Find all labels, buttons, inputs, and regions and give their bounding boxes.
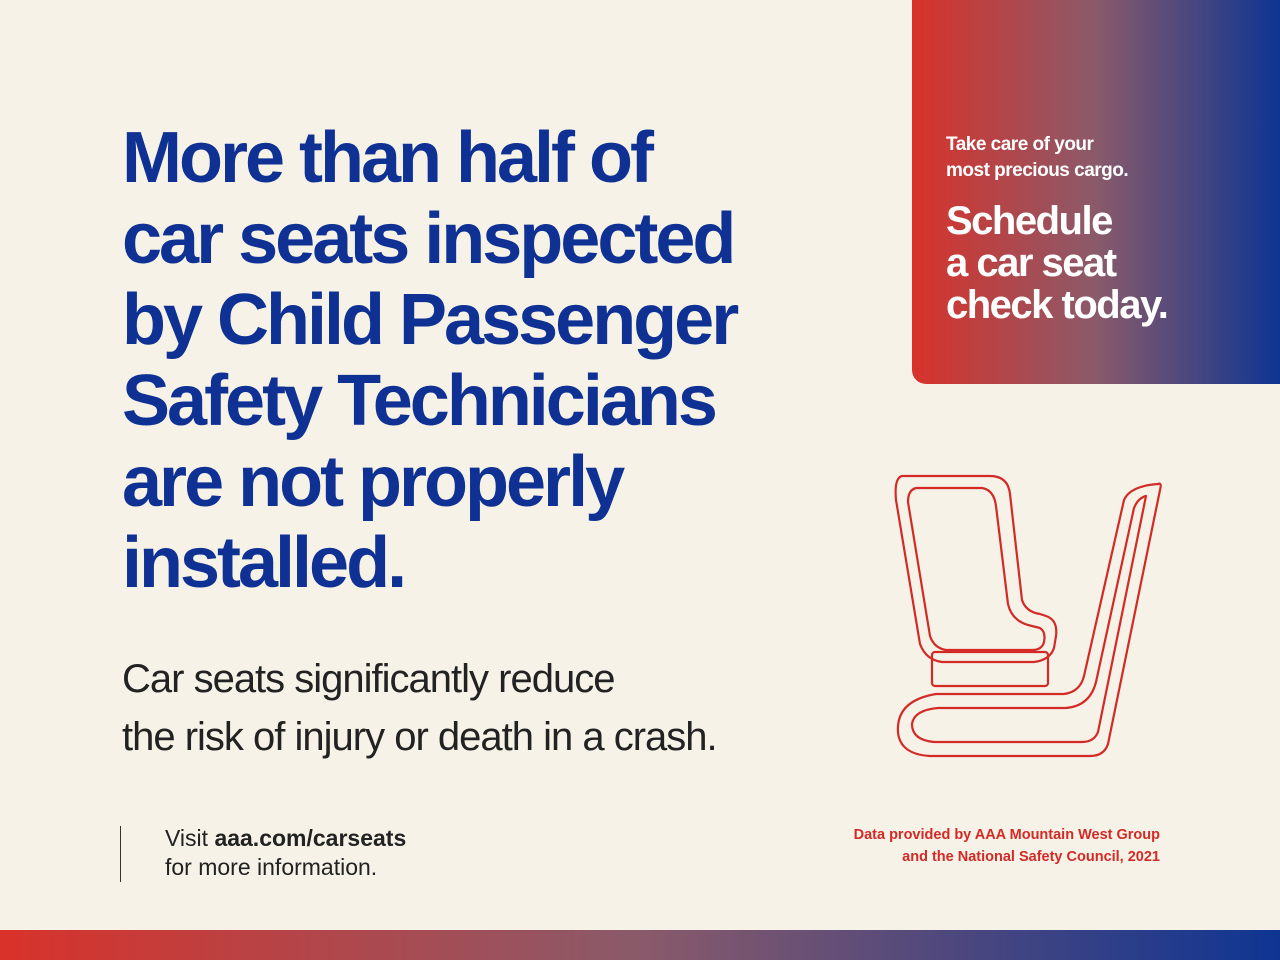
- visit-suffix: for more information.: [165, 854, 378, 880]
- footer-divider: [120, 826, 121, 882]
- visit-url-link[interactable]: aaa.com/carseats: [214, 825, 407, 851]
- seat-shell-outer: [896, 482, 1162, 758]
- visit-prefix: Visit: [165, 825, 215, 851]
- cta-tagline-line: most precious cargo.: [946, 160, 1129, 181]
- headline-line: installed.: [122, 523, 407, 603]
- cta-headline-line: a car seat: [946, 241, 1117, 285]
- headline-line: More than half of: [122, 118, 654, 198]
- headline-line: are not properly: [122, 442, 625, 522]
- seat-backrest-outer: [894, 474, 1058, 664]
- car-seat-icon: [894, 474, 1162, 758]
- subtext: Car seats significantly reduce the risk …: [122, 650, 822, 766]
- cta-headline-line: Schedule: [946, 199, 1113, 243]
- cta-headline: Schedule a car seat check today.: [946, 199, 1169, 327]
- headline: More than half of car seats inspected by…: [122, 118, 902, 604]
- visit-info: Visit aaa.com/carseats for more informat…: [165, 824, 406, 882]
- seat-backrest-inner: [906, 486, 1046, 652]
- cta-tagline: Take care of your most precious cargo.: [946, 132, 1129, 184]
- subtext-line: the risk of injury or death in a crash.: [122, 715, 718, 759]
- data-source: Data provided by AAA Mountain West Group…: [854, 824, 1160, 868]
- subtext-line: Car seats significantly reduce: [122, 657, 615, 701]
- cta-tagline-line: Take care of your: [946, 134, 1094, 155]
- data-source-line: Data provided by AAA Mountain West Group: [853, 827, 1160, 843]
- cta-headline-line: check today.: [946, 283, 1169, 327]
- seat-base: [930, 650, 1050, 688]
- seat-shell-inner: [910, 494, 1148, 744]
- visit-line: Visit aaa.com/carseats: [165, 824, 406, 853]
- bottom-gradient-bar: [0, 930, 1280, 960]
- data-source-line: and the National Safety Council, 2021: [902, 849, 1160, 865]
- headline-line: Safety Technicians: [122, 361, 718, 441]
- headline-line: by Child Passenger: [122, 280, 739, 360]
- headline-line: car seats inspected: [122, 199, 736, 279]
- cta-panel: Take care of your most precious cargo. S…: [912, 0, 1280, 384]
